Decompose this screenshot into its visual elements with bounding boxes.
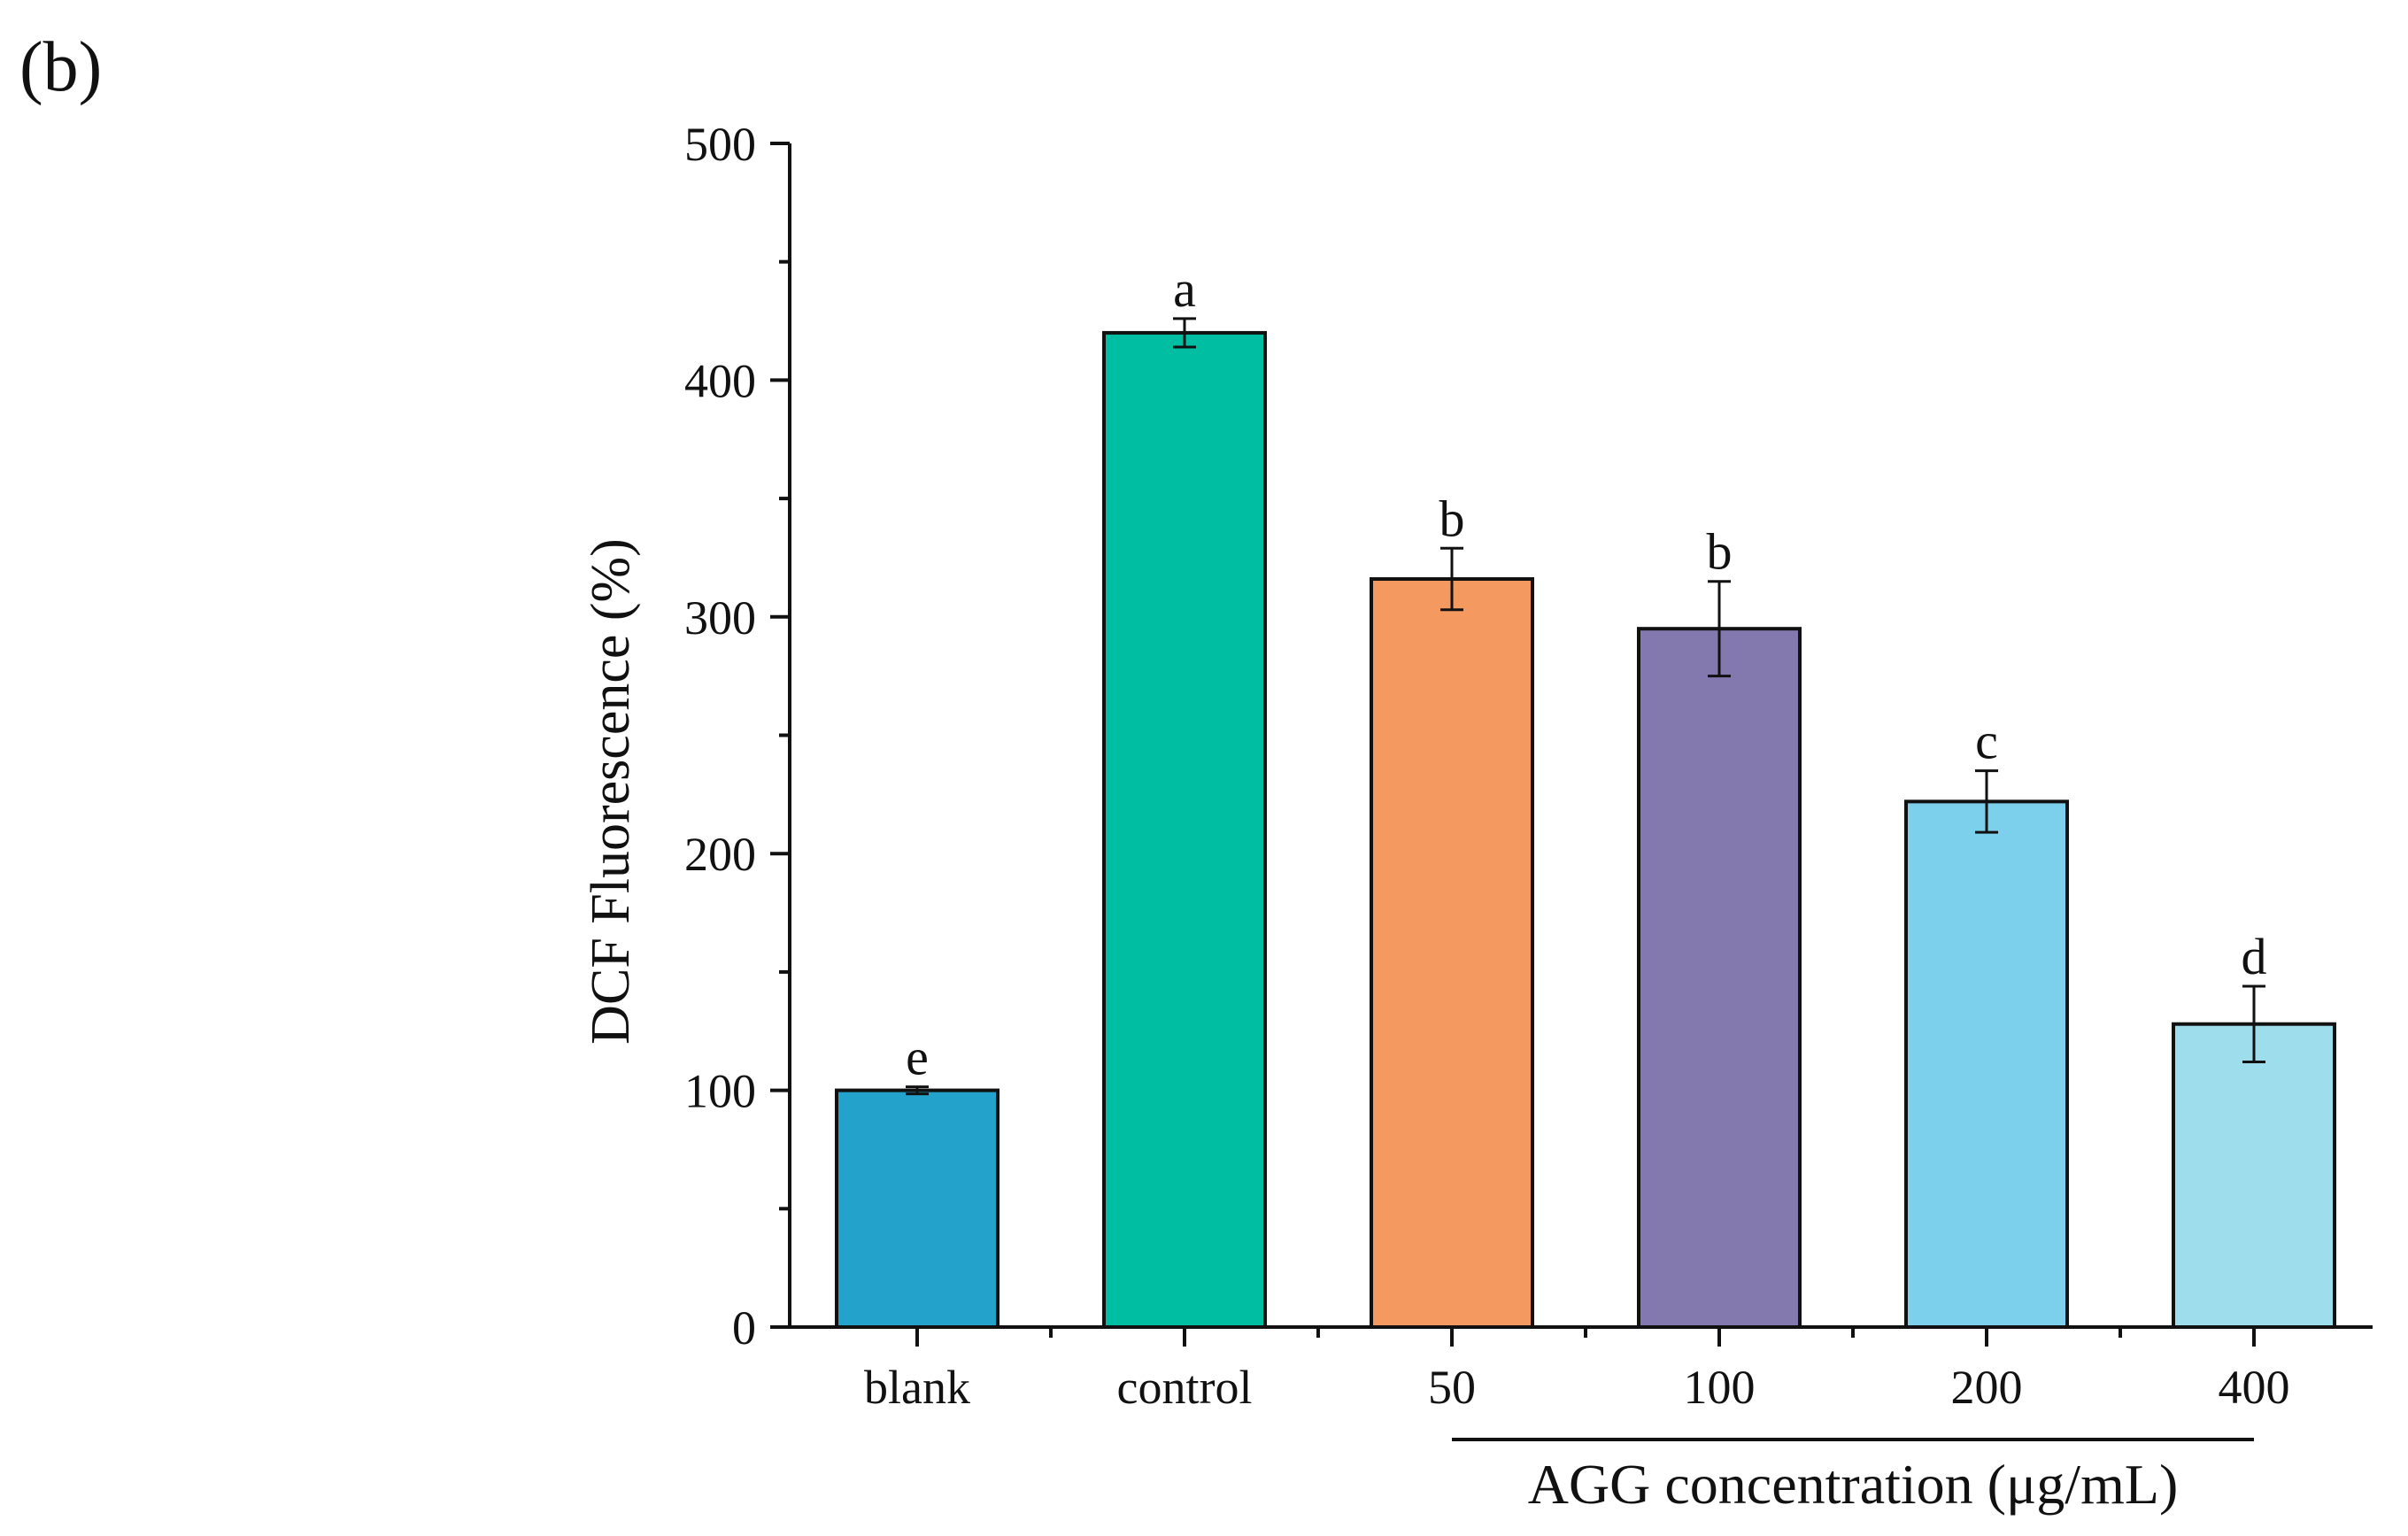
panel-label: (b)	[19, 28, 102, 106]
bracket-label: AGG concentration (μg/mL)	[1528, 1453, 2179, 1516]
x-axis-ticks: blank control 50 100 200 400	[864, 1327, 2290, 1414]
bars-group: e a b b c d	[835, 260, 2336, 1330]
x-tick-label-blank: blank	[864, 1361, 970, 1414]
x-tick-label-400: 400	[2219, 1361, 2290, 1414]
significance-letter-blank: e	[906, 1029, 929, 1086]
y-tick-label: 200	[684, 828, 756, 881]
bar-50	[1370, 577, 1534, 1329]
significance-letter-400: d	[2242, 928, 2267, 985]
concentration-bracket: AGG concentration (μg/mL)	[1452, 1438, 2254, 1516]
y-tick-label: 500	[684, 118, 756, 171]
significance-letter-200: c	[1975, 713, 1998, 770]
bar-200	[1904, 799, 2069, 1329]
x-tick-label-200: 200	[1951, 1361, 2023, 1414]
x-tick-label-control: control	[1117, 1361, 1253, 1414]
significance-letter-100: b	[1707, 523, 1733, 581]
bar-400	[2172, 1022, 2336, 1330]
y-tick-label: 400	[684, 354, 756, 407]
y-axis-label: DCF Fluorescence (%)	[581, 538, 641, 1045]
y-tick-label: 100	[684, 1065, 756, 1118]
bar-blank	[835, 1088, 999, 1329]
x-tick-label-100: 100	[1684, 1361, 1756, 1414]
y-axis-ticks: 0 100 200 300 400 500	[684, 118, 790, 1355]
bar-control	[1102, 330, 1267, 1329]
significance-letter-control: a	[1173, 260, 1196, 318]
x-tick-label-50: 50	[1428, 1361, 1476, 1414]
y-tick-label: 0	[732, 1301, 756, 1355]
significance-letter-50: b	[1439, 490, 1465, 547]
y-tick-label: 300	[684, 591, 756, 645]
bar-100	[1637, 627, 1802, 1329]
